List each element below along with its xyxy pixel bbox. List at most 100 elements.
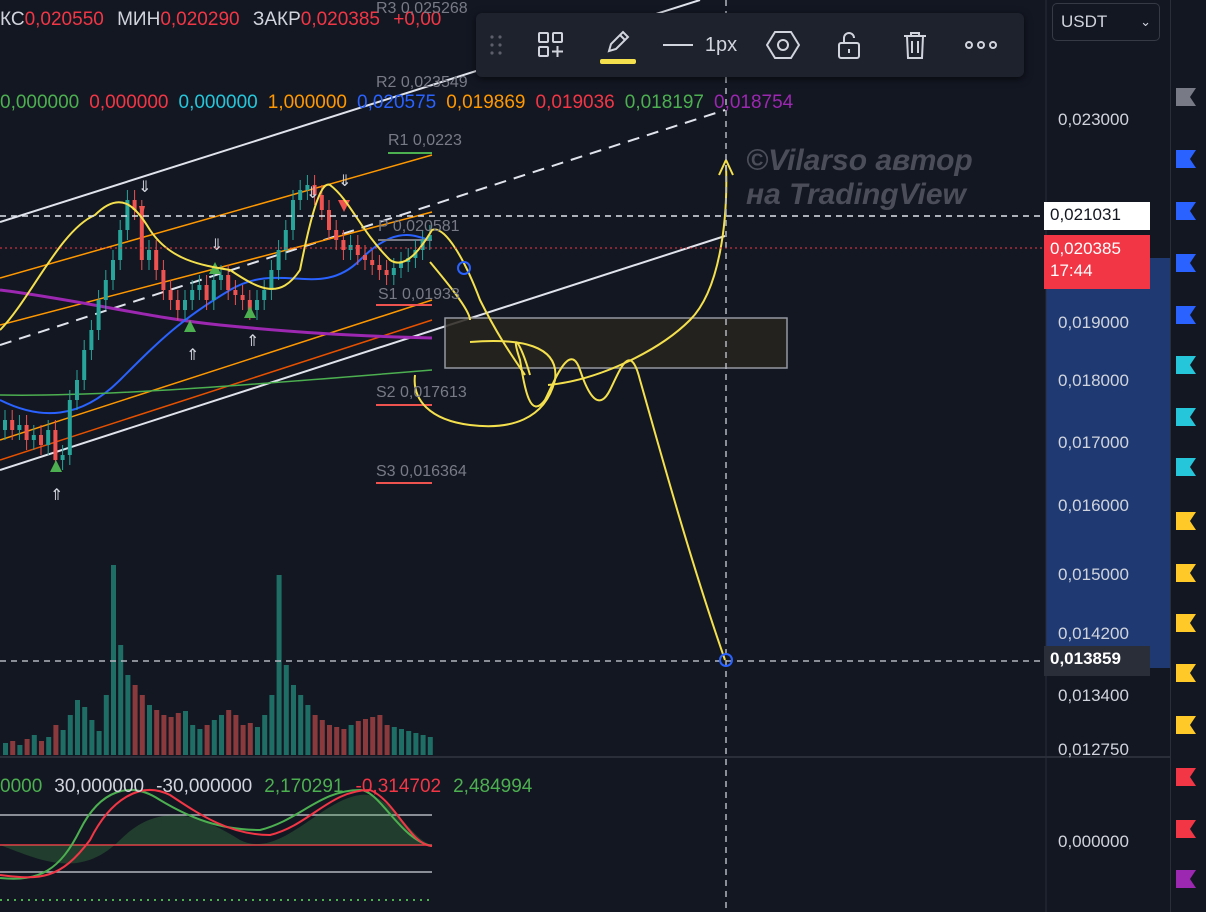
open-label: КС xyxy=(0,9,25,30)
watchlist-flag-icon[interactable] xyxy=(1176,88,1196,106)
volume-bar xyxy=(175,713,181,755)
drawn-projection-down[interactable] xyxy=(514,341,726,661)
watchlist-flag-icon[interactable] xyxy=(1176,870,1196,888)
currency-selector[interactable]: USDT ⌄ xyxy=(1052,3,1160,41)
volume-bar xyxy=(197,729,203,755)
volume-bar xyxy=(355,721,361,755)
drawn-arrow-segment xyxy=(429,261,471,321)
watermark: ©Vilarso автор на TradingView xyxy=(746,144,973,212)
watchlist-flag-icon[interactable] xyxy=(1176,150,1196,168)
watchlist-flag-icon[interactable] xyxy=(1176,664,1196,682)
watchlist-flag-icon[interactable] xyxy=(1176,614,1196,632)
price-axis-label: 0,015000 xyxy=(1058,565,1129,584)
trend-line-orange-1 xyxy=(0,154,433,279)
trash-icon[interactable] xyxy=(882,13,948,77)
volume-bar xyxy=(319,720,325,755)
current-price-value: 0,020385 xyxy=(1050,239,1121,258)
moving-average-green xyxy=(0,369,433,396)
volume-bar xyxy=(269,695,275,755)
line-width-button[interactable]: 1px xyxy=(650,13,750,77)
volume-bar xyxy=(168,717,174,755)
watchlist-flag-icon[interactable] xyxy=(1176,564,1196,582)
volume-bar xyxy=(139,695,145,755)
oscillator-histogram xyxy=(0,794,432,864)
drawing-toolbar: 1px xyxy=(476,13,1024,77)
indicator-value: 0,020575 xyxy=(357,92,437,113)
indicator-value: 0,019869 xyxy=(446,92,526,113)
ohlc-legend: КС0,020550 МИН0,020290 ЗАКР0,020385 +0,0… xyxy=(0,9,449,31)
volume-bar xyxy=(190,725,196,755)
close-value: 0,020385 xyxy=(300,9,380,30)
watchlist-flag-icon[interactable] xyxy=(1176,716,1196,734)
volume-bar xyxy=(291,685,296,755)
sell-signal-marker xyxy=(139,206,145,218)
pivot-label-p: P 0,020581 xyxy=(378,218,460,235)
settings-hexagon-icon[interactable] xyxy=(750,13,816,77)
volume-bar xyxy=(132,685,138,755)
oscillator-value: 2,170291 xyxy=(264,776,344,797)
volume-bar xyxy=(420,735,426,755)
volume-bar xyxy=(75,700,80,755)
volume-bar xyxy=(10,741,16,755)
bar-countdown: 17:44 xyxy=(1050,261,1093,280)
drawn-projection-up[interactable] xyxy=(547,164,728,386)
watchlist-flag-icon[interactable] xyxy=(1176,202,1196,220)
pivot-label-r2: R2 0,023549 xyxy=(376,74,468,91)
volume-bar xyxy=(125,675,131,755)
volume-bar xyxy=(60,730,66,755)
volume-bar xyxy=(82,707,88,755)
arrow-up-marker: ⇑ xyxy=(186,345,199,364)
indicator-value: 1,000000 xyxy=(267,92,347,113)
drag-handle-icon[interactable] xyxy=(476,13,516,77)
anchor-point[interactable] xyxy=(457,261,471,275)
watchlist-flag-icon[interactable] xyxy=(1176,820,1196,838)
watchlist-flag-icon[interactable] xyxy=(1176,768,1196,786)
volume-bars xyxy=(3,565,433,755)
moving-average-purple xyxy=(0,288,433,340)
close-label: ЗАКР xyxy=(252,9,301,30)
anchor-point[interactable] xyxy=(719,653,733,667)
volume-bar xyxy=(276,575,282,755)
watchlist-flag-icon[interactable] xyxy=(1176,306,1196,324)
arrow-up-marker: ⇑ xyxy=(50,485,63,504)
volume-bar xyxy=(103,695,109,755)
indicator-value: 0,019036 xyxy=(535,92,615,113)
volume-bar xyxy=(3,743,8,755)
volume-bar xyxy=(406,731,412,755)
drawn-price-path[interactable] xyxy=(0,183,526,376)
watchlist-flag-icon[interactable] xyxy=(1176,458,1196,476)
volume-bar xyxy=(226,710,232,755)
drawn-curve-loop[interactable] xyxy=(413,339,557,428)
oscillator-value: 0000 xyxy=(0,776,43,797)
arrow-down-marker: ⇓ xyxy=(210,235,223,254)
low-label: МИН xyxy=(117,9,161,30)
support-zone-rectangle[interactable] xyxy=(444,317,788,369)
volume-bar xyxy=(111,565,116,755)
watchlist-flag-icon[interactable] xyxy=(1176,254,1196,272)
watermark-line-2: на TradingView xyxy=(746,178,966,211)
buy-signal-marker xyxy=(50,460,62,472)
more-icon[interactable] xyxy=(948,13,1014,77)
watchlist-flag-icon[interactable] xyxy=(1176,512,1196,530)
watchlist-flag-icon[interactable] xyxy=(1176,356,1196,374)
object-tree-icon[interactable] xyxy=(516,13,586,77)
volume-bar xyxy=(312,715,318,755)
trend-line-orange-3 xyxy=(0,299,433,441)
volume-bar xyxy=(24,739,30,755)
oscillator-value: 2,484994 xyxy=(453,776,533,797)
line-style-icon xyxy=(662,44,693,46)
watchlist-flag-icon[interactable] xyxy=(1176,408,1196,426)
indicator-value: 0,018197 xyxy=(624,92,704,113)
indicator-value: 0,018754 xyxy=(714,92,794,113)
pencil-color-button[interactable] xyxy=(586,13,650,77)
pivot-label-r3: R3 0,025268 xyxy=(376,0,468,17)
change-value: +0,00 xyxy=(393,9,442,30)
volume-bar xyxy=(399,729,404,755)
volume-bar xyxy=(96,731,102,755)
unlock-icon[interactable] xyxy=(816,13,882,77)
buy-signal-marker xyxy=(184,320,196,332)
arrow-down-marker: ⇓ xyxy=(138,177,151,196)
volume-bar xyxy=(204,725,210,755)
volume-bar xyxy=(39,741,44,755)
